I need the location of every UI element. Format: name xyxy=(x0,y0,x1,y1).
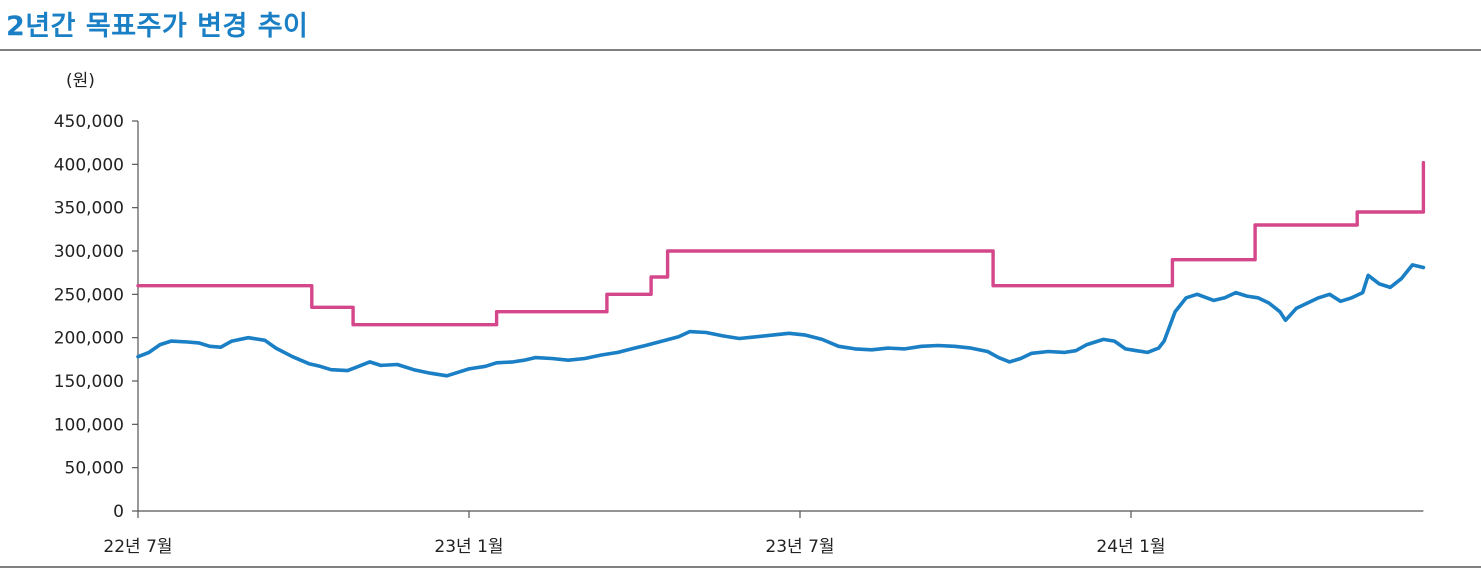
y-axis-unit-label: (원) xyxy=(66,71,95,91)
x-tick-label: 22년 7월 xyxy=(103,537,172,557)
y-tick-label: 200,000 xyxy=(54,329,124,349)
y-tick-label: 50,000 xyxy=(65,459,124,479)
y-tick-label: 350,000 xyxy=(54,199,124,219)
series-layer xyxy=(136,160,1426,378)
x-tick-label: 24년 1월 xyxy=(1096,537,1165,557)
y-tick-label: 150,000 xyxy=(54,372,124,392)
y-tick-label: 100,000 xyxy=(54,415,124,435)
y-tick-label: 300,000 xyxy=(54,242,124,262)
y-tick-label: 0 xyxy=(113,502,124,522)
bottom-rule xyxy=(0,566,1481,568)
chart-title: 2년간 목표주가 변경 추이 xyxy=(6,11,309,42)
x-tick-label: 23년 1월 xyxy=(434,537,503,557)
y-tick-label: 450,000 xyxy=(54,112,124,132)
axes: 0 50,000 100,000 150,000 200,000 250,000 300,0… xyxy=(54,112,1424,557)
stock-price-line xyxy=(136,263,1426,378)
x-tick-label: 23년 7월 xyxy=(765,537,834,557)
y-tick-label: 400,000 xyxy=(54,155,124,175)
y-tick-label: 250,000 xyxy=(54,285,124,305)
top-rule xyxy=(0,49,1481,51)
target-price-line xyxy=(136,160,1426,327)
